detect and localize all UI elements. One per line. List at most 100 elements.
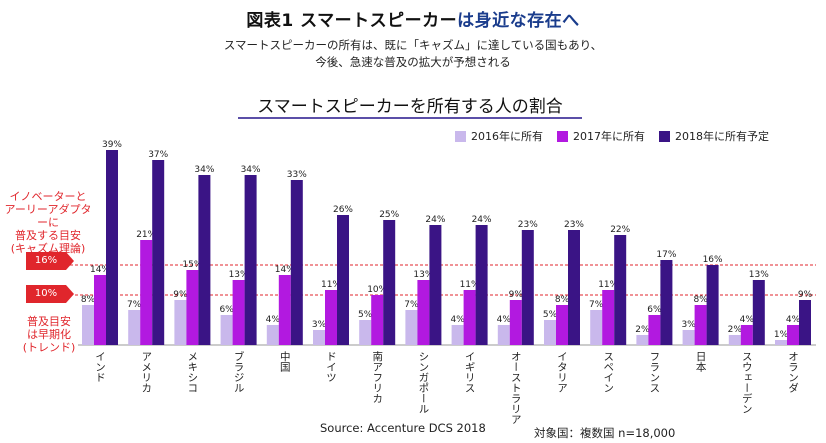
category-label-9: オーストラリア	[510, 351, 522, 425]
title-main: 図表1 スマートスピーカー	[246, 11, 458, 31]
category-label-8: イギリス	[464, 351, 476, 393]
data-label-2-2: 34%	[194, 165, 214, 175]
chart-legend: 2016年に所有 2017年に所有 2018年に所有予定	[455, 128, 769, 144]
category-label-2: メキシコ	[186, 351, 198, 393]
data-label-0-8: 4%	[450, 315, 465, 325]
bar-1-6	[371, 295, 384, 345]
legend-item-2017: 2017年に所有	[557, 128, 645, 144]
bar-2-4	[290, 180, 303, 345]
legend-label-2016: 2016年に所有	[471, 130, 543, 143]
data-label-2-5: 26%	[333, 205, 353, 215]
category-label-15: オランダ	[787, 351, 799, 393]
data-label-1-3: 13%	[229, 270, 249, 280]
data-label-1-4: 14%	[275, 265, 295, 275]
data-label-2-10: 23%	[564, 220, 584, 230]
bar-2-8	[475, 225, 488, 345]
bar-1-14	[740, 325, 753, 345]
bar-1-10	[556, 305, 568, 345]
bar-0-5	[313, 330, 325, 345]
data-label-2-14: 13%	[749, 270, 769, 280]
data-label-2-15: 9%	[798, 290, 813, 300]
category-label-7: シンガポール	[417, 351, 429, 414]
bar-0-12	[636, 335, 649, 345]
data-label-0-5: 3%	[312, 320, 327, 330]
bar-2-9	[521, 230, 534, 345]
bar-2-7	[429, 225, 442, 345]
data-label-2-0: 39%	[102, 140, 122, 150]
data-label-0-4: 4%	[266, 315, 281, 325]
bar-2-12	[660, 260, 673, 345]
data-label-2-8: 24%	[472, 215, 492, 225]
category-label-5: ドイツ	[325, 351, 337, 383]
page-subtitle: スマートスピーカーの所有は、既に「キャズム」に達している国もあり、 今後、急速な…	[0, 37, 826, 71]
subtitle-line-1: スマートスピーカーの所有は、既に「キャズム」に達している国もあり、	[223, 38, 603, 52]
bar-0-4	[266, 325, 279, 345]
bar-1-0	[94, 275, 106, 345]
bar-0-10	[544, 320, 556, 345]
data-label-0-15: 1%	[774, 330, 789, 340]
bar-2-14	[752, 280, 765, 345]
bar-2-0	[106, 150, 118, 345]
chart-title: スマートスピーカーを所有する人の割合	[257, 97, 563, 117]
bar-2-15	[799, 300, 811, 345]
bar-1-9	[509, 300, 522, 345]
bar-0-13	[682, 330, 695, 345]
data-label-1-8: 11%	[460, 280, 480, 290]
data-label-2-3: 34%	[241, 165, 261, 175]
bar-2-3	[244, 175, 257, 345]
page-title: 図表1 スマートスピーカーは身近な存在へ	[0, 6, 826, 31]
legend-item-2018: 2018年に所有予定	[659, 128, 769, 144]
bar-0-14	[728, 335, 741, 345]
bar-1-1	[140, 240, 153, 345]
data-label-0-12: 2%	[635, 325, 650, 335]
chart-title-underline	[238, 117, 582, 119]
bar-2-13	[706, 265, 719, 345]
data-label-0-10: 5%	[543, 310, 558, 320]
bar-1-4	[278, 275, 291, 345]
legend-swatch-2018	[659, 130, 670, 142]
data-label-1-9: 9%	[509, 290, 524, 300]
category-label-11: スペイン	[602, 351, 614, 393]
data-label-0-7: 7%	[404, 300, 419, 310]
bar-1-7	[417, 280, 430, 345]
bar-0-8	[451, 325, 464, 345]
data-label-0-0: 8%	[81, 295, 96, 305]
bar-1-12	[648, 315, 661, 345]
data-label-2-12: 17%	[656, 250, 676, 260]
data-label-1-5: 11%	[321, 280, 341, 290]
bar-2-1	[152, 160, 165, 345]
data-label-1-10: 8%	[555, 295, 570, 305]
data-label-1-1: 21%	[136, 230, 156, 240]
subtitle-line-2: 今後、急速な普及の拡大が予想される	[315, 55, 511, 69]
tag-16-percent: 16%	[26, 252, 74, 270]
data-label-1-6: 10%	[367, 285, 387, 295]
bar-0-11	[590, 310, 603, 345]
trend-note: 普及目安 は早期化 (トレンド)	[22, 315, 76, 354]
legend-swatch-2017	[557, 130, 568, 142]
bar-2-5	[337, 215, 349, 345]
legend-label-2017: 2017年に所有	[573, 130, 645, 143]
data-label-2-9: 23%	[518, 220, 538, 230]
bar-1-3	[232, 280, 245, 345]
category-label-1: アメリカ	[140, 351, 152, 393]
category-label-14: スウェーデン	[741, 351, 753, 414]
category-label-6: 南アフリカ	[371, 350, 383, 403]
bar-1-5	[325, 290, 337, 345]
bar-0-7	[405, 310, 418, 345]
data-label-1-12: 6%	[647, 305, 662, 315]
source-note: Source: Accenture DCS 2018	[320, 421, 486, 435]
data-label-0-9: 4%	[497, 315, 512, 325]
bar-0-0	[82, 305, 94, 345]
bar-1-11	[602, 290, 615, 345]
data-label-2-4: 33%	[287, 170, 307, 180]
bar-1-8	[463, 290, 476, 345]
data-label-2-6: 25%	[379, 210, 399, 220]
data-label-2-11: 22%	[610, 225, 630, 235]
data-label-0-1: 7%	[127, 300, 142, 310]
bar-2-6	[383, 220, 396, 345]
early-adopter-note: イノベーターと アーリーアダプターに 普及する目安 (キャズム理論)	[4, 190, 92, 255]
data-label-1-7: 13%	[413, 270, 433, 280]
data-label-1-13: 8%	[693, 295, 708, 305]
sample-note: 対象国：複数国 n=18,000	[534, 426, 676, 440]
bar-1-13	[694, 305, 707, 345]
